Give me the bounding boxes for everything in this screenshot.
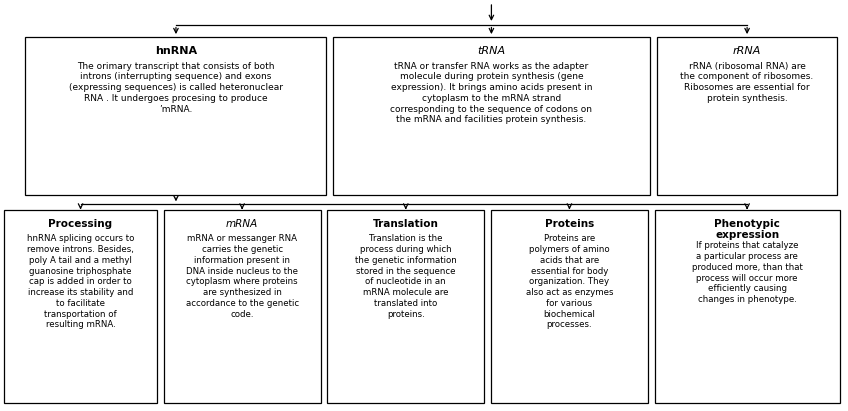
Text: mRNA: mRNA [226, 219, 259, 229]
FancyBboxPatch shape [657, 37, 837, 195]
Text: hnRNA: hnRNA [155, 46, 197, 56]
Text: The orimary transcript that consists of both
introns (interrupting sequence) and: The orimary transcript that consists of … [69, 62, 283, 114]
Text: hnRNA splicing occurs to
remove introns. Besides,
poly A tail and a methyl
guano: hnRNA splicing occurs to remove introns.… [27, 234, 134, 329]
Text: Phenotypic
expression: Phenotypic expression [714, 219, 780, 240]
Text: Processing: Processing [48, 219, 113, 229]
Text: Proteins: Proteins [544, 219, 594, 229]
Text: rRNA (ribosomal RNA) are
the component of ribosomes.
Ribosomes are essential for: rRNA (ribosomal RNA) are the component o… [680, 62, 814, 103]
Text: Translation is the
process during which
the genetic information
stored in the se: Translation is the process during which … [355, 234, 456, 319]
Text: rRNA: rRNA [733, 46, 762, 56]
Text: tRNA or transfer RNA works as the adapter
molecule during protein synthesis (gen: tRNA or transfer RNA works as the adapte… [390, 62, 593, 125]
FancyBboxPatch shape [327, 210, 484, 403]
Text: Translation: Translation [373, 219, 438, 229]
Text: If proteins that catalyze
a particular process are
produced more, than that
proc: If proteins that catalyze a particular p… [692, 241, 802, 304]
Text: tRNA: tRNA [477, 46, 505, 56]
FancyBboxPatch shape [25, 37, 326, 195]
FancyBboxPatch shape [655, 210, 840, 403]
Text: mRNA or messanger RNA
carries the genetic
information present in
DNA inside nucl: mRNA or messanger RNA carries the geneti… [186, 234, 298, 319]
FancyBboxPatch shape [4, 210, 157, 403]
Text: Proteins are
polymers of amino
acids that are
essential for body
organization. T: Proteins are polymers of amino acids tha… [526, 234, 613, 329]
FancyBboxPatch shape [491, 210, 648, 403]
FancyBboxPatch shape [333, 37, 650, 195]
FancyBboxPatch shape [164, 210, 321, 403]
